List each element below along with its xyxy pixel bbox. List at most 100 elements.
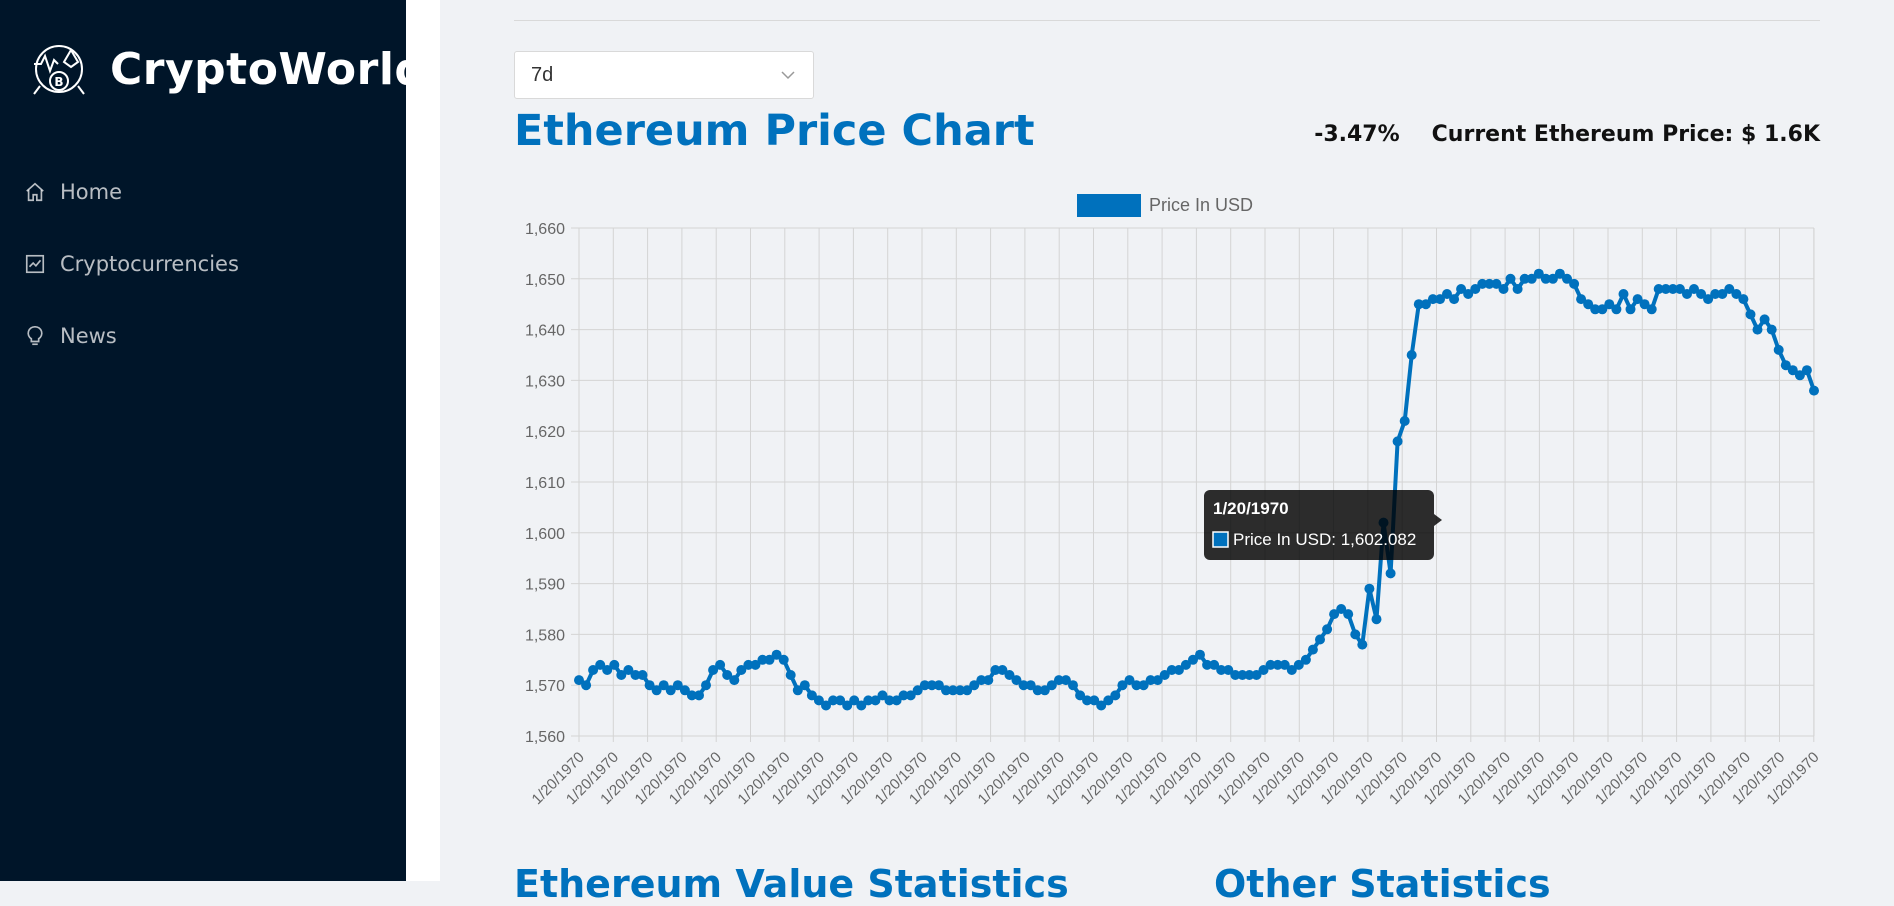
brand[interactable]: B CryptoWorld	[28, 38, 426, 100]
data-point	[1583, 299, 1594, 310]
data-point	[1286, 665, 1297, 675]
data-point	[1039, 685, 1050, 696]
main-content: 7d Ethereum Price Chart -3.47% Current E…	[440, 0, 1894, 906]
data-point	[1477, 278, 1488, 289]
data-point	[799, 680, 810, 691]
data-point	[1449, 294, 1460, 305]
data-point	[574, 675, 584, 686]
data-point	[1202, 659, 1213, 670]
data-point	[1018, 680, 1029, 691]
data-point	[842, 700, 853, 711]
data-point	[1533, 268, 1544, 279]
layout-gutter	[406, 0, 440, 881]
data-point	[581, 680, 592, 691]
svg-text:B: B	[54, 75, 63, 89]
sidebar-item-news[interactable]: News	[0, 300, 406, 372]
sidebar-item-cryptocurrencies[interactable]: Cryptocurrencies	[0, 228, 406, 300]
data-point	[785, 670, 796, 680]
data-point	[1773, 344, 1784, 355]
data-point	[1124, 675, 1135, 686]
data-point	[1089, 695, 1100, 706]
legend-label: Price In USD	[1149, 195, 1253, 215]
data-point	[778, 654, 789, 665]
data-point	[771, 649, 782, 660]
data-point	[1399, 416, 1410, 426]
data-point	[955, 685, 966, 696]
data-point	[990, 665, 1001, 675]
data-point	[1053, 675, 1064, 686]
tooltip-swatch	[1212, 531, 1229, 548]
data-point	[1307, 644, 1318, 655]
y-tick-label: 1,590	[525, 577, 565, 594]
data-point	[1180, 659, 1191, 670]
data-point	[1413, 299, 1424, 310]
page-title: Ethereum Price Chart	[514, 106, 1035, 156]
data-point	[1279, 659, 1290, 670]
data-point	[1759, 314, 1770, 325]
price-line-chart[interactable]: 1,560 1,570 1,580 1,590 1,600 1,610 1,620 1,630…	[440, 180, 1894, 840]
data-point	[701, 680, 711, 691]
y-tick-label: 1,600	[525, 526, 565, 543]
data-point	[1032, 685, 1043, 696]
tooltip-value: Price In USD: 1,602.082	[1233, 530, 1416, 549]
data-point	[1357, 639, 1368, 650]
data-point	[828, 695, 839, 706]
data-point	[821, 700, 831, 711]
data-point	[665, 685, 676, 696]
data-point	[1216, 665, 1227, 675]
y-tick-label: 1,620	[525, 424, 565, 441]
data-point	[849, 695, 860, 706]
time-period-value: 7d	[531, 63, 554, 86]
sidebar-item-label: Cryptocurrencies	[60, 252, 239, 276]
data-point	[912, 685, 923, 696]
data-point	[1315, 634, 1325, 645]
time-period-select[interactable]: 7d	[514, 51, 814, 99]
data-point	[1371, 614, 1382, 625]
data-point	[1265, 659, 1276, 670]
data-point	[1526, 273, 1537, 284]
data-point	[976, 675, 987, 686]
data-point	[1237, 670, 1248, 680]
data-point	[905, 690, 916, 701]
data-point	[1590, 304, 1601, 315]
data-point	[1745, 309, 1756, 320]
y-tick-label: 1,610	[525, 475, 565, 492]
data-point	[1724, 284, 1735, 294]
value-statistics-heading: Ethereum Value Statistics	[514, 862, 1069, 906]
data-point	[686, 690, 697, 701]
data-point	[743, 659, 754, 670]
data-point	[1385, 568, 1396, 579]
data-point	[1420, 299, 1431, 310]
data-point	[1505, 273, 1516, 284]
data-point	[1682, 289, 1692, 299]
data-point	[1766, 324, 1777, 335]
data-point	[1068, 680, 1078, 691]
data-point	[1011, 675, 1022, 686]
data-point	[1646, 304, 1657, 315]
data-point	[602, 665, 613, 675]
sidebar-item-label: News	[60, 324, 117, 348]
sidebar-menu: Home Cryptocurrencies News	[0, 156, 406, 372]
data-point	[1717, 289, 1728, 299]
data-point	[933, 680, 944, 691]
data-point	[1442, 289, 1452, 299]
data-point	[1329, 609, 1340, 620]
data-point	[1738, 294, 1749, 305]
data-point	[856, 700, 867, 711]
brand-name[interactable]: CryptoWorld	[110, 43, 427, 95]
data-point	[1780, 360, 1791, 371]
data-point	[1166, 665, 1177, 675]
data-point	[1660, 284, 1671, 294]
data-point	[672, 680, 683, 691]
sidebar-item-home[interactable]: Home	[0, 156, 406, 228]
data-point	[941, 685, 951, 696]
data-point	[694, 690, 704, 701]
data-point	[983, 675, 994, 686]
data-point	[1138, 680, 1149, 691]
data-point	[1547, 273, 1558, 284]
data-point	[630, 670, 641, 680]
data-point	[1639, 299, 1650, 310]
data-point	[891, 695, 902, 706]
data-point	[1392, 436, 1403, 447]
data-point	[1364, 583, 1375, 594]
